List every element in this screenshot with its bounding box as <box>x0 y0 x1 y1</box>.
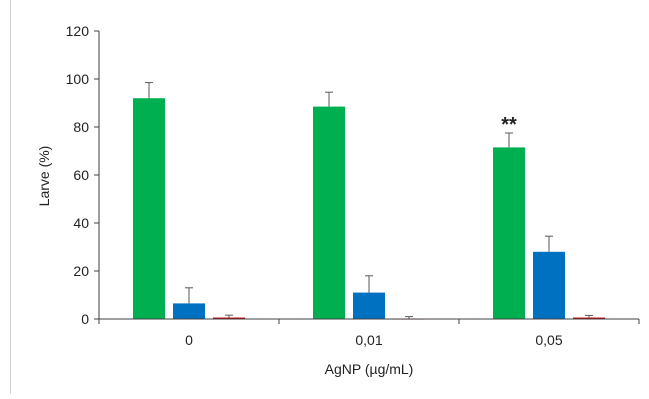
bar <box>573 317 605 319</box>
bar <box>213 317 245 319</box>
y-tick-label: 80 <box>73 119 89 135</box>
bar <box>493 147 525 319</box>
bar <box>353 292 385 319</box>
y-tick-label: 100 <box>66 71 90 87</box>
y-tick-label: 120 <box>66 23 90 39</box>
y-tick-label: 20 <box>73 263 89 279</box>
error-bars <box>145 82 593 319</box>
x-tick-label: 0,05 <box>535 332 562 348</box>
x-axis-title: AgNP (µg/mL) <box>325 361 414 377</box>
x-tick-label: 0 <box>185 332 193 348</box>
bars <box>133 98 605 320</box>
bar <box>313 106 345 319</box>
significance-marker: ** <box>501 114 517 136</box>
annotations: ** <box>501 114 517 136</box>
y-tick-label: 0 <box>81 311 89 327</box>
x-tick-label: 0,01 <box>355 332 382 348</box>
y-axis-title: Larve (%) <box>36 146 52 207</box>
y-tick-label: 60 <box>73 167 89 183</box>
bar <box>173 303 205 319</box>
bar <box>533 251 565 319</box>
y-tick-label: 40 <box>73 215 89 231</box>
x-axis: 0 0,01 0,05 <box>98 318 640 348</box>
y-axis: 0 20 40 60 80 100 120 <box>66 23 100 327</box>
bar <box>133 98 165 319</box>
